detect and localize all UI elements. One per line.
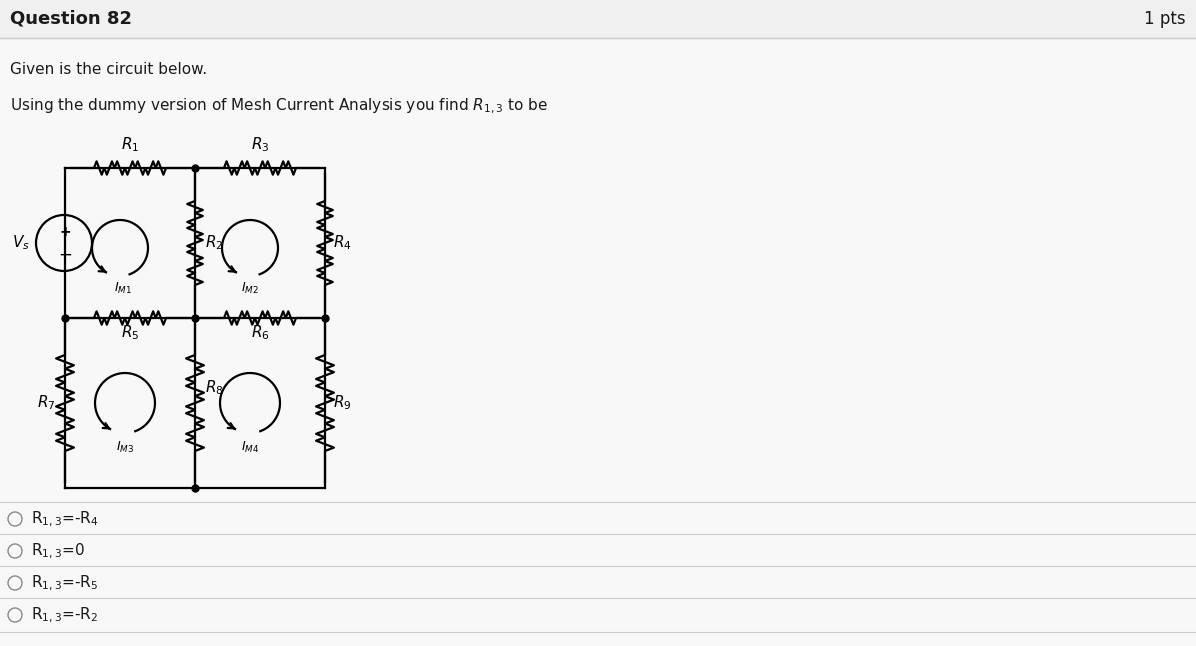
Text: R$_{1,3}$=-R$_2$: R$_{1,3}$=-R$_2$: [31, 605, 98, 625]
Text: $R_8$: $R_8$: [205, 379, 224, 397]
Text: $I_{M1}$: $I_{M1}$: [114, 280, 132, 296]
Text: +: +: [60, 225, 72, 239]
Text: $R_1$: $R_1$: [121, 135, 139, 154]
Text: $V_s$: $V_s$: [12, 234, 30, 253]
Bar: [0, 0, 1196, 38]
Text: $I_{M4}$: $I_{M4}$: [240, 439, 260, 455]
Text: R$_{1,3}$=-R$_4$: R$_{1,3}$=-R$_4$: [31, 509, 98, 528]
Text: −: −: [59, 245, 72, 263]
Text: 1 pts: 1 pts: [1145, 10, 1186, 28]
Text: Given is the circuit below.: Given is the circuit below.: [10, 61, 207, 76]
Text: R$_{1,3}$=-R$_5$: R$_{1,3}$=-R$_5$: [31, 574, 98, 592]
Text: $I_{M3}$: $I_{M3}$: [116, 439, 134, 455]
Text: Using the dummy version of Mesh Current Analysis you find $R_{1,3}$ to be: Using the dummy version of Mesh Current …: [10, 96, 548, 116]
Text: $I_{M2}$: $I_{M2}$: [242, 280, 258, 296]
Text: $R_7$: $R_7$: [37, 393, 55, 412]
Text: $R_5$: $R_5$: [121, 323, 139, 342]
Text: $R_6$: $R_6$: [251, 323, 269, 342]
Text: R$_{1,3}$=0: R$_{1,3}$=0: [31, 541, 85, 561]
Text: $R_9$: $R_9$: [332, 393, 352, 412]
Text: $R_3$: $R_3$: [251, 135, 269, 154]
Text: Question 82: Question 82: [10, 10, 132, 28]
Text: $R_4$: $R_4$: [332, 234, 352, 253]
Text: $R_2$: $R_2$: [205, 234, 224, 253]
